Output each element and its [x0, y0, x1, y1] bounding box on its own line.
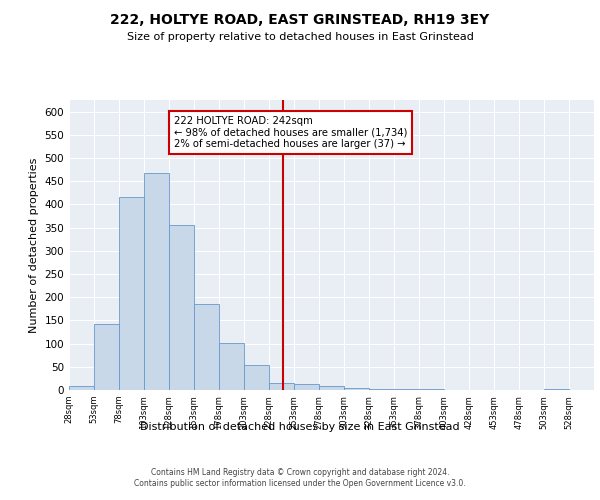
- Text: 222 HOLTYE ROAD: 242sqm
← 98% of detached houses are smaller (1,734)
2% of semi-: 222 HOLTYE ROAD: 242sqm ← 98% of detache…: [174, 116, 407, 150]
- Bar: [419, 388, 444, 390]
- Bar: [119, 198, 144, 390]
- Bar: [344, 388, 369, 390]
- Text: Contains HM Land Registry data © Crown copyright and database right 2024.
Contai: Contains HM Land Registry data © Crown c…: [134, 468, 466, 487]
- Bar: [319, 386, 344, 390]
- Bar: [269, 383, 294, 390]
- Bar: [144, 173, 169, 390]
- Text: Size of property relative to detached houses in East Grinstead: Size of property relative to detached ho…: [127, 32, 473, 42]
- Y-axis label: Number of detached properties: Number of detached properties: [29, 158, 39, 332]
- Bar: [69, 386, 94, 390]
- Text: Distribution of detached houses by size in East Grinstead: Distribution of detached houses by size …: [140, 422, 460, 432]
- Text: 222, HOLTYE ROAD, EAST GRINSTEAD, RH19 3EY: 222, HOLTYE ROAD, EAST GRINSTEAD, RH19 3…: [110, 12, 490, 26]
- Bar: [369, 388, 394, 390]
- Bar: [544, 388, 569, 390]
- Bar: [244, 366, 269, 390]
- Bar: [294, 384, 319, 390]
- Bar: [194, 304, 219, 390]
- Bar: [219, 342, 244, 390]
- Bar: [394, 389, 419, 390]
- Bar: [169, 226, 194, 390]
- Bar: [94, 324, 119, 390]
